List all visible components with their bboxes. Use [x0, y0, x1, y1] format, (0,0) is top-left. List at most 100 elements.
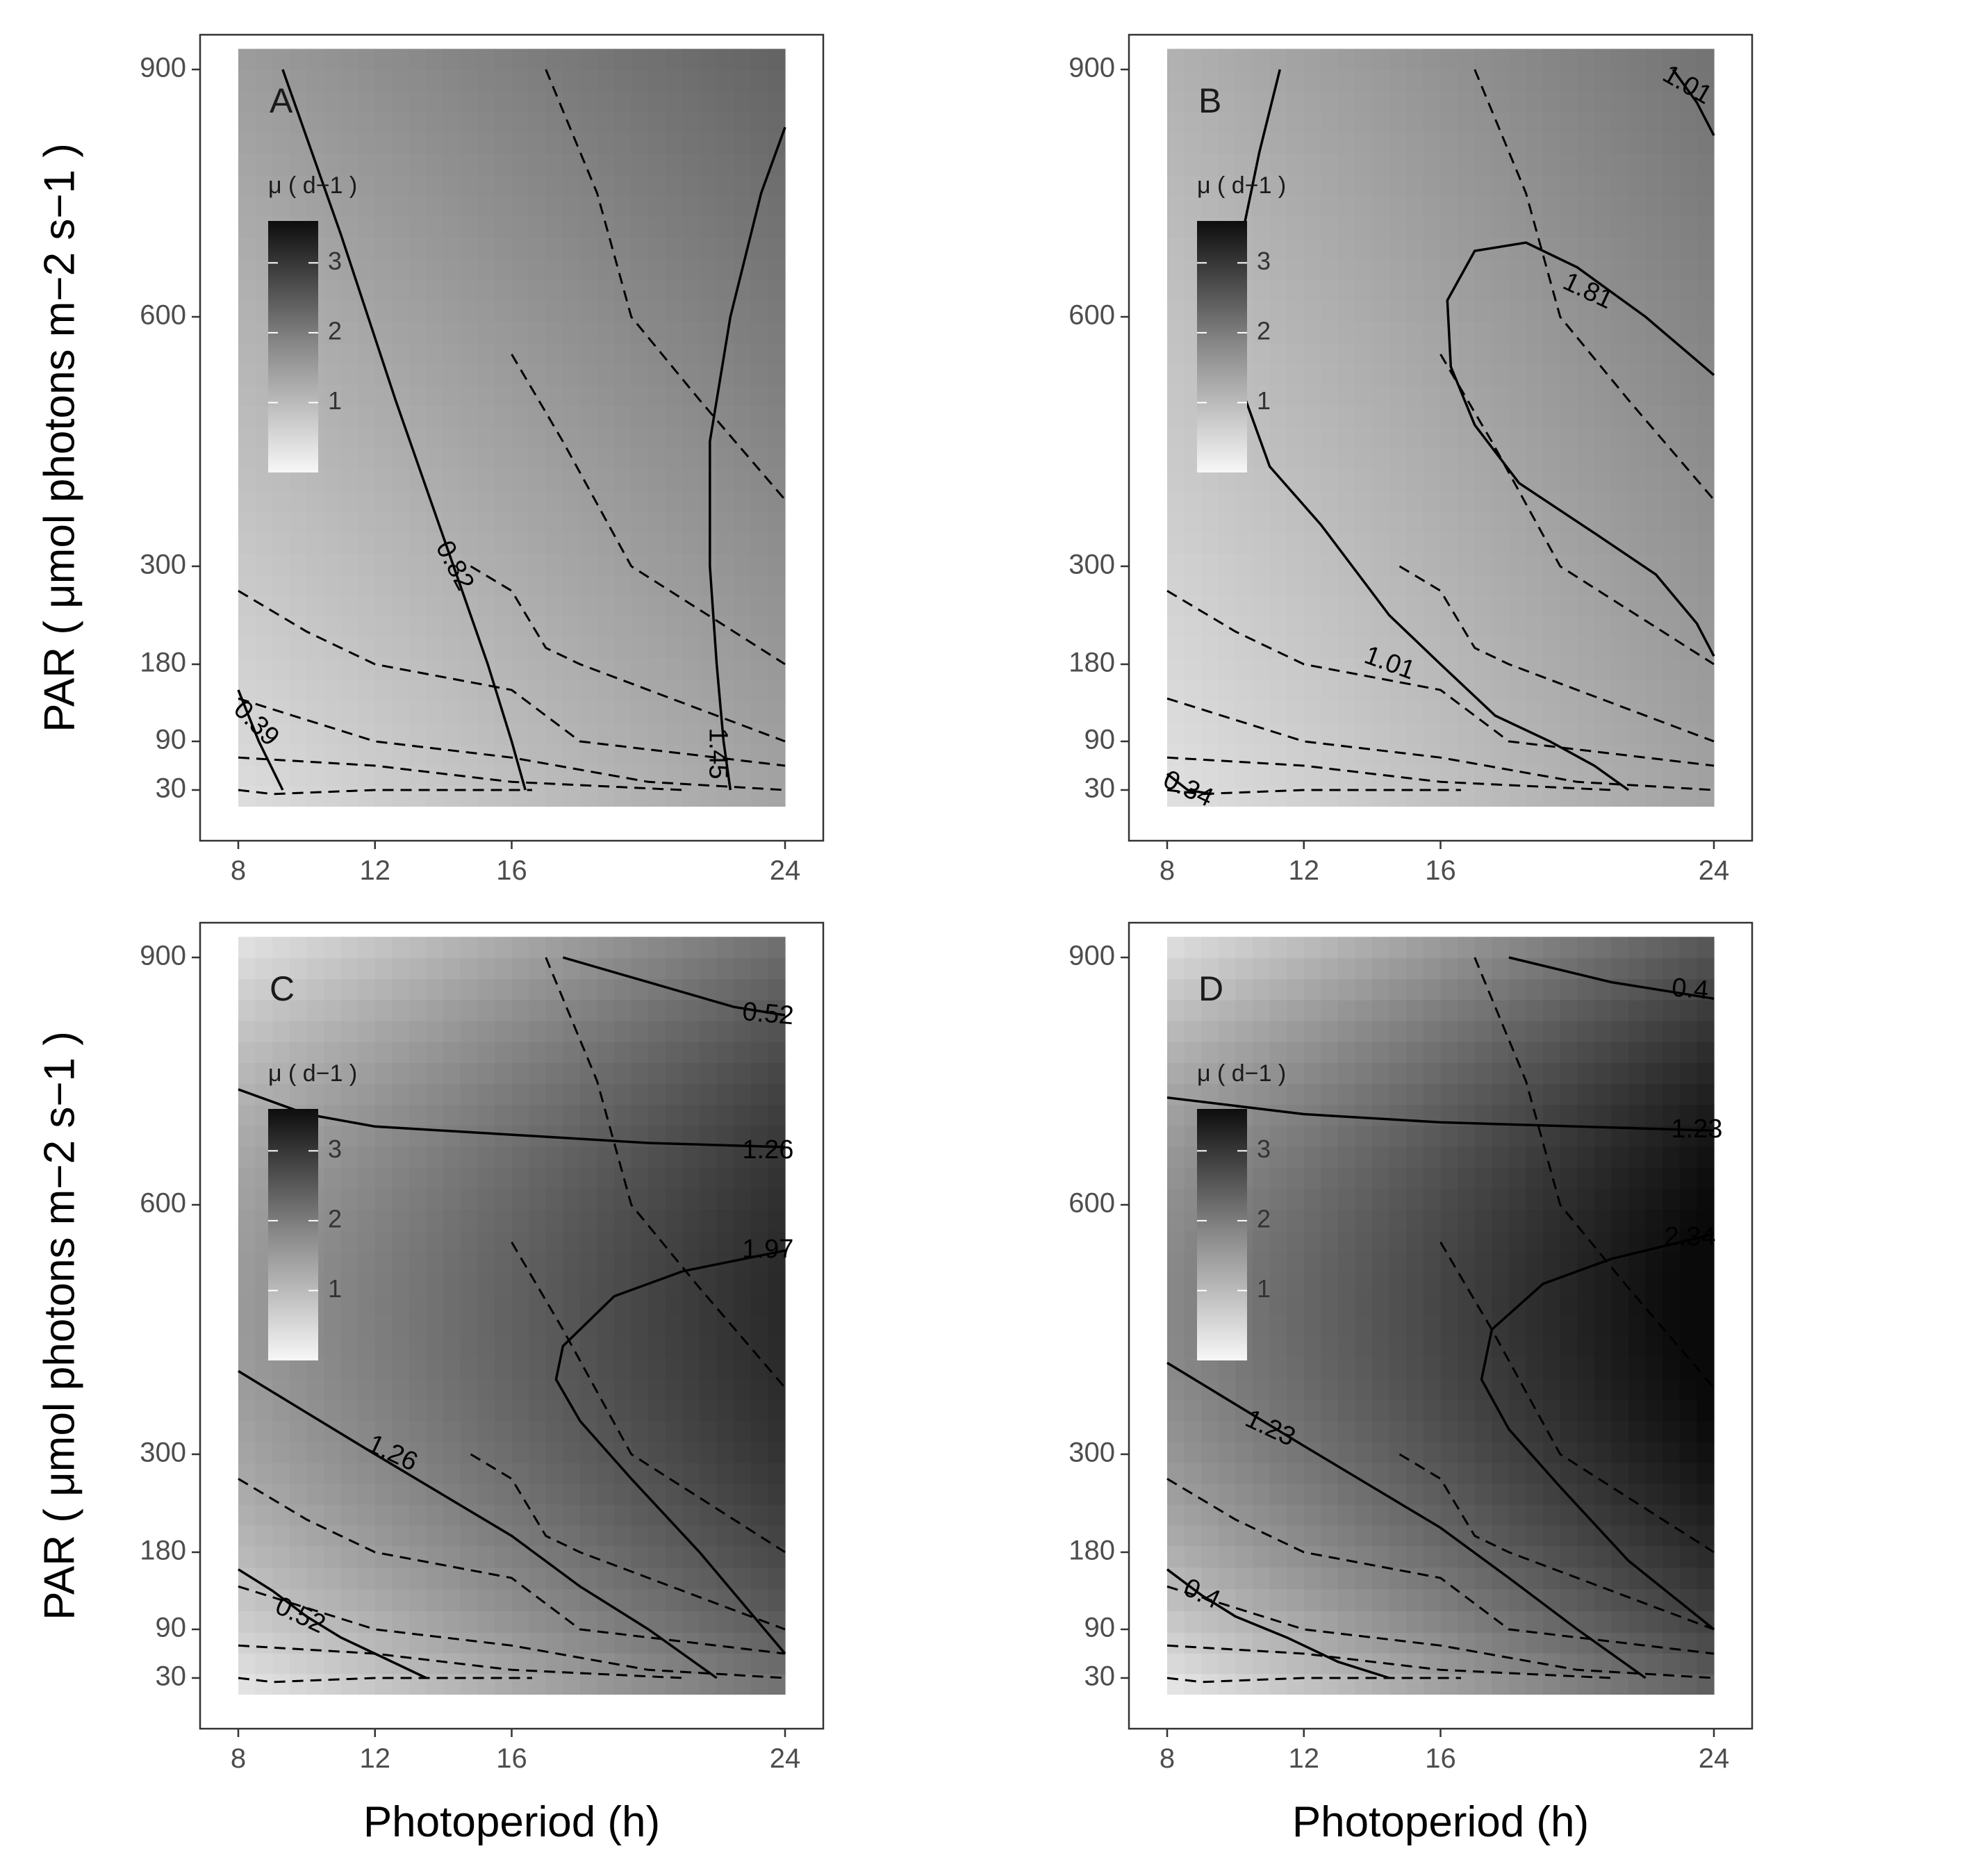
heatmap-cell — [597, 427, 615, 449]
heatmap-cell — [1201, 937, 1219, 959]
heatmap-cell — [477, 342, 495, 364]
heatmap-cell — [1253, 595, 1271, 617]
heatmap-cell — [750, 1083, 768, 1105]
heatmap-cell — [1663, 554, 1681, 575]
heatmap-cell — [1253, 1230, 1271, 1252]
y-tick-label: 180 — [1069, 1536, 1115, 1566]
heatmap-cell — [1423, 1420, 1442, 1442]
heatmap-cell — [1269, 1230, 1287, 1252]
heatmap-cell — [1303, 1399, 1321, 1422]
heatmap-cell — [768, 1399, 786, 1422]
heatmap-cell — [768, 1442, 786, 1463]
heatmap-cell — [1167, 785, 1185, 807]
heatmap-cell — [409, 1294, 427, 1316]
heatmap-cell — [1594, 216, 1612, 238]
heatmap-cell — [238, 554, 256, 575]
heatmap-cell — [1389, 1294, 1407, 1316]
heatmap-cell — [272, 1399, 290, 1422]
heatmap-cell — [1543, 1294, 1561, 1316]
heatmap-cell — [1440, 957, 1458, 980]
heatmap-cell — [1406, 469, 1424, 491]
heatmap-cell — [529, 554, 547, 575]
heatmap-cell — [1321, 744, 1339, 766]
heatmap-cell — [1406, 49, 1424, 71]
heatmap-cell — [1611, 1083, 1629, 1105]
heatmap-cell — [289, 657, 307, 680]
heatmap-cell — [1337, 616, 1356, 638]
heatmap-cell — [1389, 1504, 1407, 1526]
heatmap-cell — [1577, 1042, 1595, 1063]
heatmap-cell — [631, 1545, 649, 1568]
heatmap-cell — [1440, 1504, 1458, 1526]
heatmap-cell — [374, 321, 393, 343]
heatmap-cell — [511, 1294, 529, 1316]
heatmap-cell — [768, 937, 786, 959]
heatmap-cell — [1406, 575, 1424, 596]
heatmap-cell — [563, 1209, 581, 1231]
heatmap-cell — [631, 363, 649, 386]
heatmap-cell — [358, 1251, 376, 1274]
heatmap-cell — [272, 469, 290, 491]
heatmap-cell — [255, 636, 273, 659]
heatmap-cell — [1492, 1524, 1510, 1547]
heatmap-cell — [1287, 999, 1305, 1021]
heatmap-cell — [1628, 1611, 1647, 1633]
heatmap-cell — [1679, 154, 1697, 175]
heatmap-cell — [1526, 1230, 1544, 1252]
heatmap-cell — [443, 195, 461, 217]
solid-contour-1 — [1508, 956, 1715, 1001]
heatmap-cell — [1663, 1378, 1681, 1400]
heatmap-cell — [1492, 279, 1510, 301]
heatmap-cell — [289, 49, 307, 71]
heatmap-cell — [1372, 723, 1390, 745]
heatmap-cell — [1492, 1042, 1510, 1063]
heatmap-cell — [392, 700, 410, 723]
heatmap-cell — [614, 1632, 632, 1654]
heatmap-cell — [1372, 321, 1390, 343]
heatmap-cell — [1526, 300, 1544, 322]
heatmap-cell — [1628, 532, 1647, 554]
heatmap-cell — [1697, 195, 1715, 217]
heatmap-cell — [1526, 636, 1544, 659]
heatmap-cell — [1337, 1230, 1356, 1252]
heatmap-cell — [1577, 1209, 1595, 1231]
heatmap-cell — [1611, 1230, 1629, 1252]
solid-contour-3 — [709, 126, 786, 791]
heatmap-cell — [1423, 532, 1442, 554]
heatmap-cell — [1543, 1504, 1561, 1526]
heatmap-cell — [1269, 1653, 1287, 1675]
heatmap-cell — [1337, 154, 1356, 175]
heatmap-cell — [1645, 1483, 1663, 1505]
heatmap-cell — [1355, 90, 1373, 113]
heatmap-cell — [340, 1567, 358, 1590]
heatmap-cell — [1663, 1042, 1681, 1063]
heatmap-cell — [1355, 595, 1373, 617]
heatmap-cell — [1440, 1021, 1458, 1042]
heatmap-cell — [1287, 1673, 1305, 1695]
contour-label: 2.34 — [1665, 1222, 1716, 1251]
heatmap-cell — [1560, 216, 1578, 238]
heatmap-cell — [1253, 1251, 1271, 1274]
heatmap-cell — [750, 448, 768, 470]
heatmap-cell — [1543, 1230, 1561, 1252]
heatmap-cell — [272, 937, 290, 959]
heatmap-cell — [1184, 133, 1202, 154]
heatmap-cell — [1372, 384, 1390, 406]
heatmap-cell — [1543, 1042, 1561, 1063]
heatmap-cell — [1423, 785, 1442, 807]
heatmap-cell — [1526, 1611, 1544, 1633]
heatmap-cell — [734, 1567, 752, 1590]
heatmap-cell — [443, 595, 461, 617]
heatmap-cell — [1389, 700, 1407, 723]
heatmap-cell — [494, 1062, 513, 1085]
heatmap-cell — [409, 511, 427, 534]
heatmap-cell — [409, 258, 427, 280]
heatmap-cell — [1560, 384, 1578, 406]
heatmap-cell — [1269, 1251, 1287, 1274]
heatmap-cell — [409, 595, 427, 617]
heatmap-cell — [1337, 174, 1356, 197]
heatmap-cell — [340, 595, 358, 617]
heatmap-cell — [289, 1442, 307, 1463]
heatmap-cell — [272, 636, 290, 659]
heatmap-cell — [324, 237, 342, 259]
